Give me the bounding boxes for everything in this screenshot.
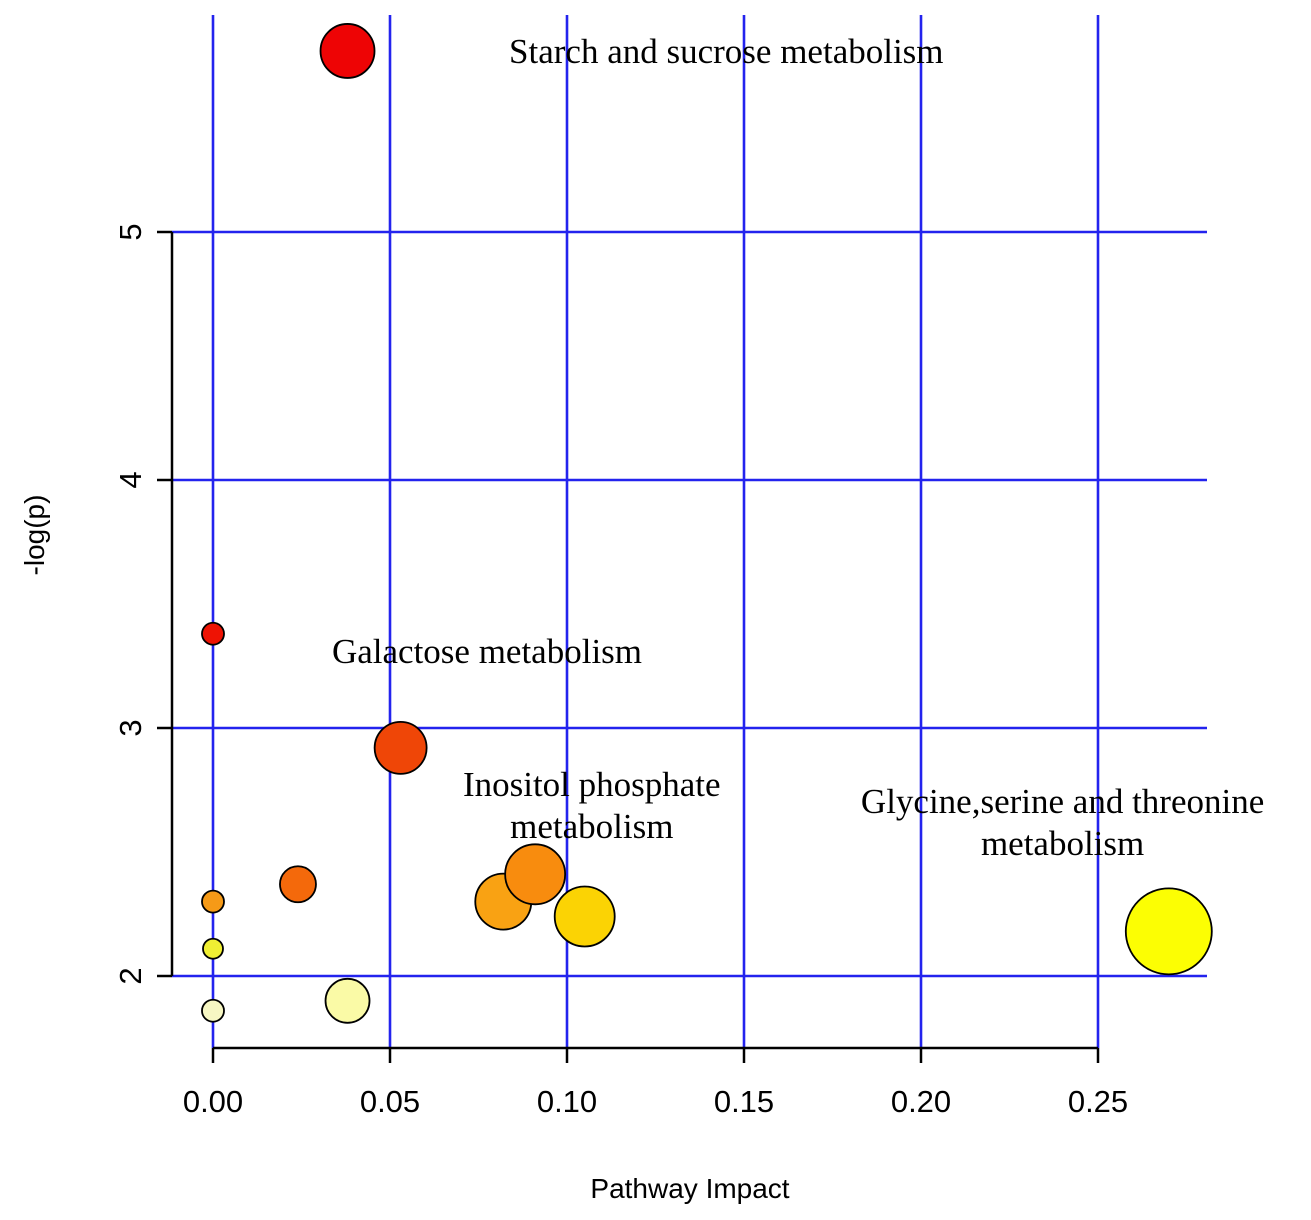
pathway-bubble — [202, 937, 224, 960]
pathway-bubble — [201, 621, 225, 646]
y-tick-label: 2 — [113, 967, 148, 984]
x-tick-label: 0.10 — [537, 1084, 597, 1119]
x-tick-label: 0.25 — [1068, 1084, 1128, 1119]
pathway-bubble — [319, 23, 376, 79]
x-tick-label: 0.05 — [360, 1084, 420, 1119]
pathway-bubble — [373, 720, 428, 775]
pathway-annotation: Galactose metabolism — [332, 632, 642, 671]
x-tick-label: 0.15 — [714, 1084, 774, 1119]
pathway-bubble — [279, 865, 317, 904]
pathway-bubble — [324, 977, 371, 1024]
pathway-bubble — [1124, 887, 1213, 976]
x-tick-label: 0.20 — [891, 1084, 951, 1119]
y-tick-label: 4 — [113, 471, 148, 488]
y-tick-label: 5 — [113, 223, 148, 240]
x-axis-title: Pathway Impact — [590, 1173, 789, 1204]
pathway-annotation: Inositol phosphate metabolism — [463, 765, 721, 846]
pathway-bubble — [201, 998, 225, 1023]
pathway-bubble — [504, 843, 567, 906]
x-tick-label: 0.00 — [183, 1084, 243, 1119]
pathway-bubble — [553, 885, 616, 948]
y-axis-title: -log(p) — [19, 495, 50, 576]
pathway-bubble — [201, 889, 225, 914]
y-tick-label: 3 — [113, 719, 148, 736]
pathway-annotation: Glycine,serine and threonine metabolism — [861, 782, 1264, 863]
pathway-annotation: Starch and sucrose metabolism — [509, 32, 943, 71]
